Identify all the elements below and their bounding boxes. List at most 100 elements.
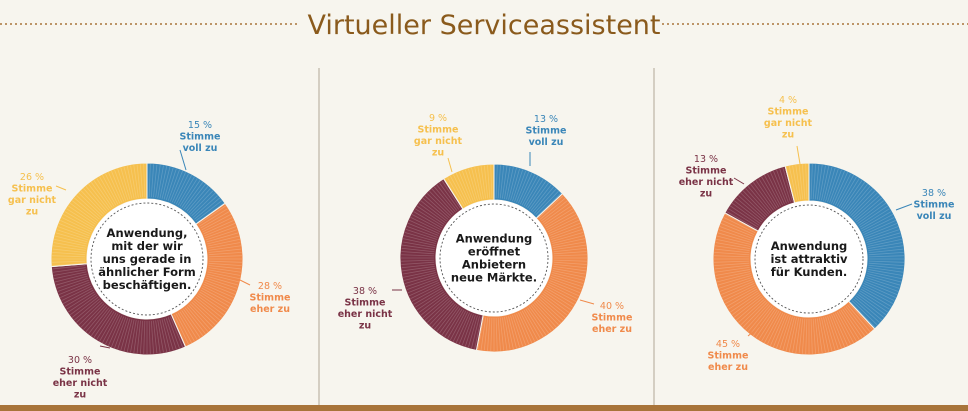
ring-texture-line — [861, 214, 894, 232]
ring-texture-line — [404, 274, 437, 285]
ring-texture-line — [85, 185, 108, 212]
ring-texture-line — [834, 173, 852, 206]
slice-percent: 30 % — [68, 355, 92, 366]
ring-texture-line — [401, 265, 435, 272]
ring-texture-line — [208, 260, 242, 263]
ring-texture-line — [715, 269, 750, 276]
ring-texture-line — [539, 296, 566, 319]
ring-texture-line — [722, 283, 755, 299]
ring-texture-line — [552, 238, 586, 246]
slice-label-line: Stimme — [345, 298, 386, 309]
ring-texture-line — [54, 273, 87, 283]
ring-texture-line — [798, 164, 804, 200]
donut-center-text: Anwendung ist attraktiv für Kunden. — [770, 239, 848, 279]
ring-texture-line — [788, 317, 797, 353]
center-text-line: Anwendung — [771, 239, 848, 253]
ring-texture-line — [405, 276, 438, 288]
ring-texture-line — [538, 297, 564, 321]
ring-texture-line — [510, 315, 521, 348]
ring-texture-line — [553, 254, 587, 257]
ring-texture-line — [742, 190, 768, 217]
slice-percent: 40 % — [600, 301, 624, 312]
ring-texture-line — [723, 284, 756, 302]
ring-texture-line — [816, 318, 823, 354]
ring-texture-line — [865, 229, 900, 241]
ring-texture-line — [718, 277, 753, 289]
ring-texture-line — [53, 271, 87, 280]
ring-texture-line — [521, 310, 539, 341]
ring-texture-line — [408, 282, 440, 297]
ring-texture-line — [153, 164, 158, 198]
ring-texture-line — [731, 293, 761, 316]
ring-texture-line — [552, 272, 585, 281]
ring-texture-line — [823, 317, 833, 352]
ring-texture-line — [853, 195, 880, 220]
ring-texture-line — [848, 303, 873, 330]
donut-center-text: Anwendung, mit der wir uns gerade in ähnlic… — [98, 226, 195, 292]
ring-texture-line — [499, 317, 505, 351]
ring-texture-line — [750, 183, 773, 212]
ring-texture-line — [159, 319, 168, 353]
ring-texture-line — [416, 205, 445, 225]
slice-label-line: Stimme — [418, 125, 459, 136]
ring-texture-line — [827, 168, 839, 203]
slice-label-line: gar nicht — [8, 195, 57, 206]
ring-texture-line — [868, 262, 904, 267]
ring-texture-line — [80, 190, 105, 215]
slice-label-eher-nicht-zu: 38 % Stimme eher nicht zu — [338, 286, 393, 332]
ring-texture-line — [188, 188, 211, 214]
donut-charts: Anwendung, mit der wir uns gerade in ähnlic… — [8, 95, 955, 401]
ring-texture-line — [80, 303, 105, 328]
ring-texture-line — [52, 245, 86, 251]
ring-texture-line — [553, 251, 587, 255]
ring-texture-line — [779, 168, 791, 203]
ring-texture-line — [854, 197, 883, 221]
ring-texture-line — [52, 248, 86, 253]
slice-label-line: zu — [26, 207, 38, 218]
donut-chart-1: Anwendung, mit der wir uns gerade in ähnlic… — [8, 120, 291, 401]
ring-texture-line — [785, 166, 795, 201]
ring-texture-line — [730, 205, 760, 226]
slice-label-eher-nicht-zu: 13 % Stimme eher nicht zu — [679, 154, 734, 200]
ring-texture-line — [191, 192, 216, 217]
ring-texture-line — [532, 186, 555, 213]
ring-texture-line — [527, 307, 547, 336]
slice-label-line: voll zu — [183, 143, 218, 154]
ring-texture-line — [553, 263, 587, 269]
ring-texture-line — [104, 173, 121, 204]
ring-texture-line — [177, 176, 195, 206]
center-text-line: uns gerade in — [103, 252, 192, 266]
ring-texture-line — [199, 291, 228, 310]
ring-texture-line — [53, 238, 87, 247]
ring-texture-line — [181, 310, 201, 338]
center-text-line: neue Märkte. — [451, 271, 537, 285]
ring-texture-line — [550, 225, 582, 238]
ring-texture-line — [411, 213, 442, 231]
ring-texture-line — [842, 308, 863, 338]
ring-texture-line — [173, 314, 190, 345]
ring-texture-line — [411, 285, 442, 303]
ring-texture-line — [401, 263, 435, 269]
ring-texture-line — [93, 180, 113, 208]
ring-texture-line — [717, 232, 752, 243]
ring-texture-line — [867, 235, 902, 245]
ring-texture-line — [66, 208, 95, 227]
ring-texture-line — [76, 300, 102, 323]
ring-texture-line — [159, 165, 168, 199]
ring-texture-line — [155, 164, 161, 198]
ring-texture-line — [433, 303, 456, 330]
ring-texture-line — [863, 219, 896, 235]
ring-texture-line — [840, 178, 860, 209]
ring-texture-line — [208, 255, 242, 258]
ring-texture-line — [497, 165, 501, 199]
ring-texture-line — [208, 265, 242, 270]
ring-texture-line — [136, 164, 141, 198]
ring-texture-line — [497, 317, 501, 351]
donut-center-outline — [754, 204, 864, 314]
ring-texture-line — [490, 317, 493, 351]
ring-texture-line — [83, 188, 106, 214]
ring-texture-line — [471, 316, 480, 349]
ring-texture-line — [171, 172, 187, 203]
ring-texture-line — [88, 183, 110, 211]
ring-texture-line — [401, 247, 435, 253]
